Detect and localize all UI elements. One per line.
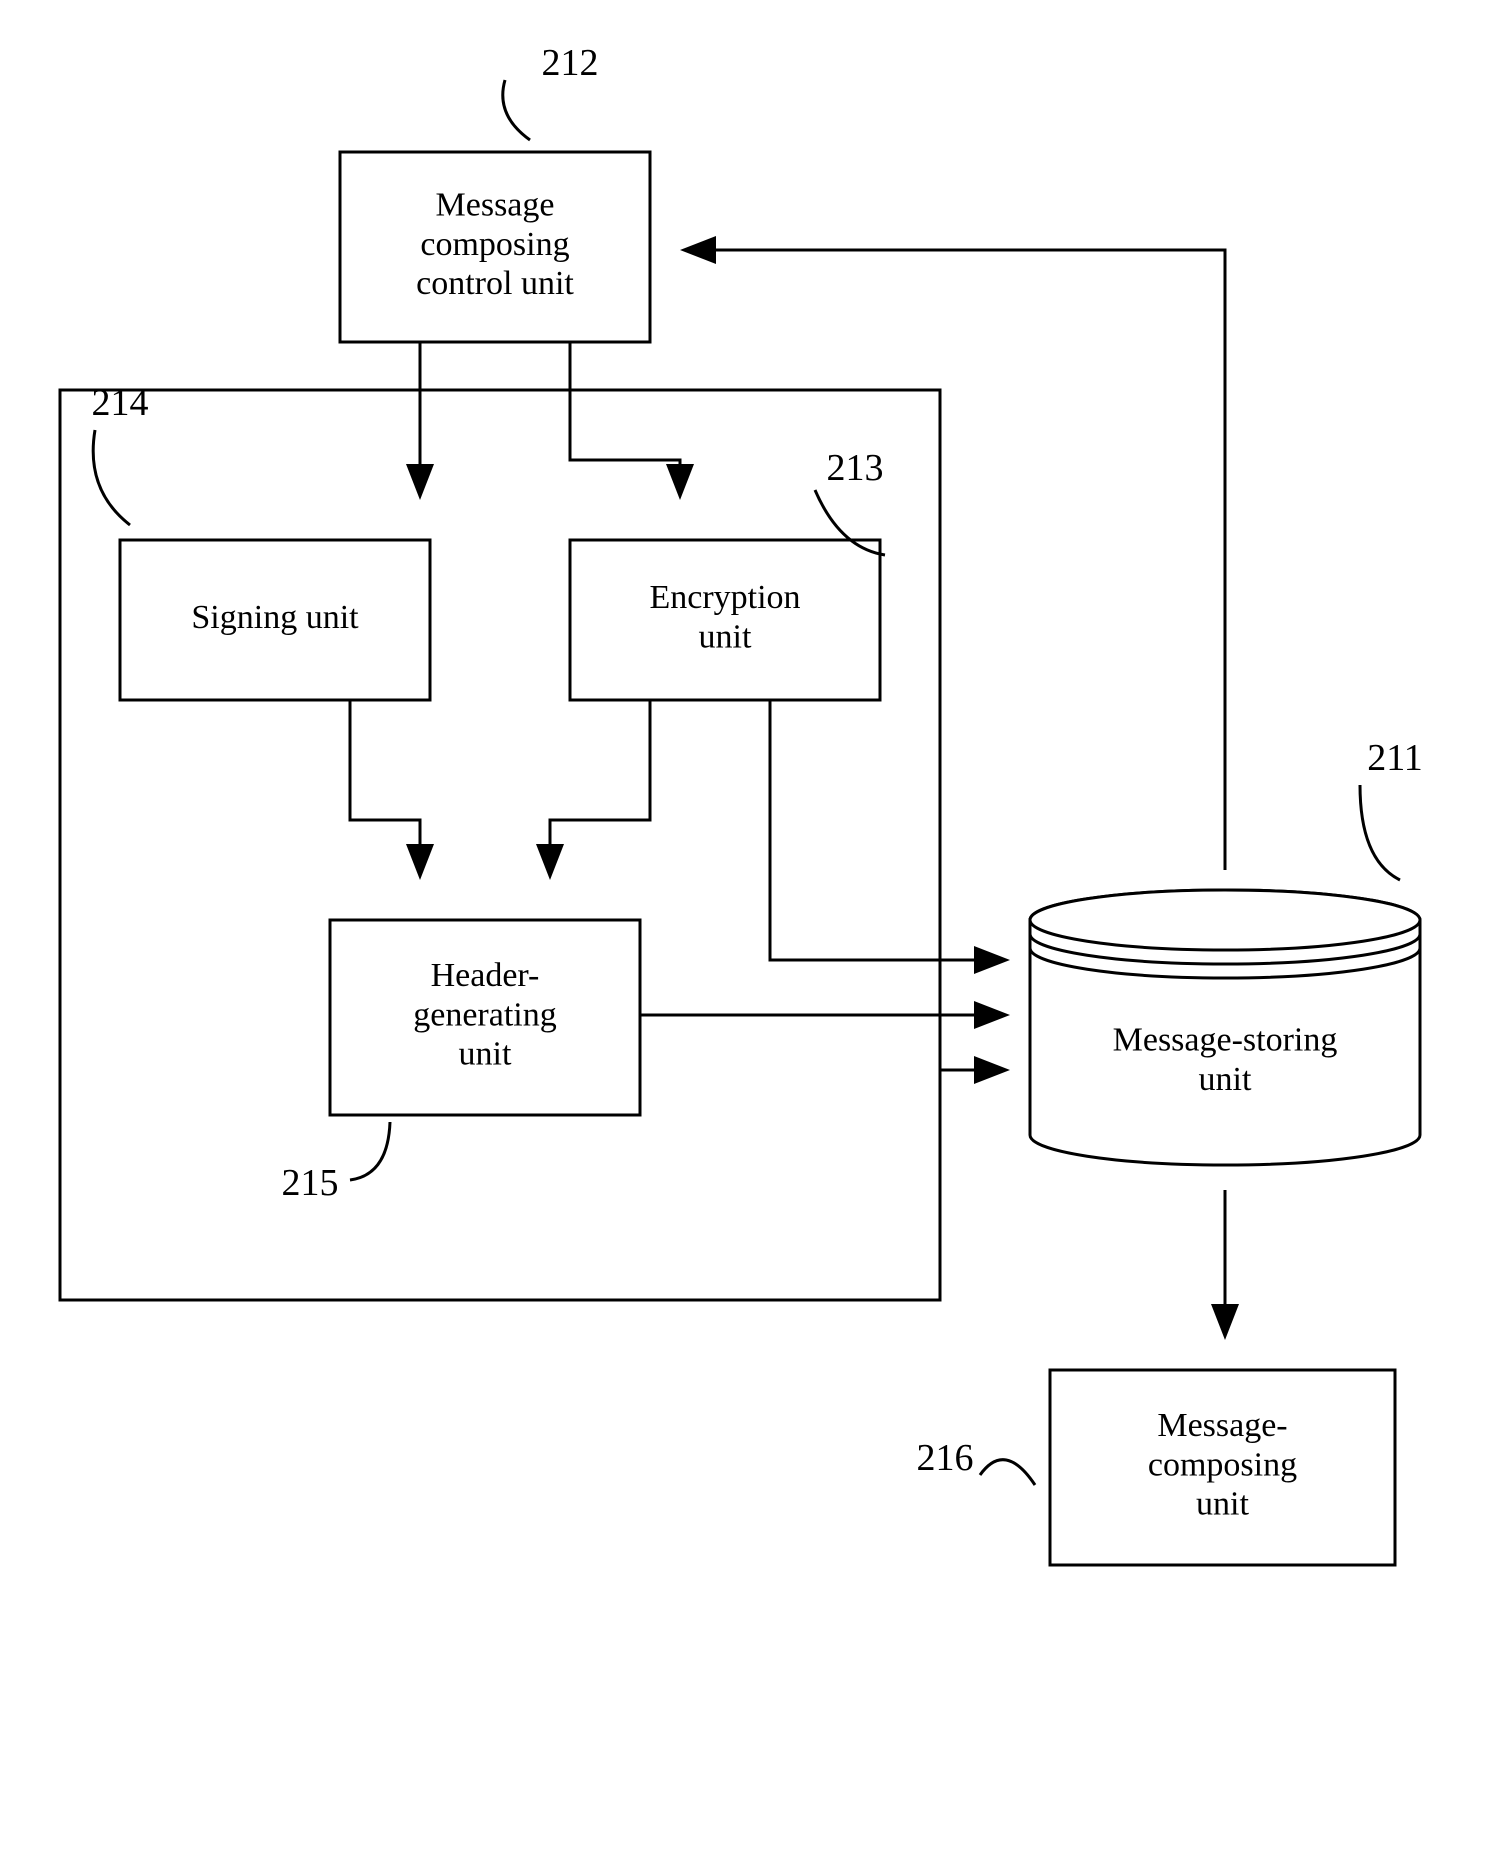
edge-4-arrow	[974, 946, 1010, 974]
edge-3-arrow	[536, 844, 564, 880]
node-n212-label: control unit	[416, 265, 574, 302]
ref-leader-r215	[350, 1122, 390, 1180]
node-n211-top	[1030, 890, 1420, 950]
node-n215-label: Header-	[431, 957, 540, 994]
node-n212-label: Message	[436, 187, 555, 224]
ref-leader-r212	[503, 80, 530, 140]
edge-3	[550, 700, 650, 858]
edge-2	[350, 700, 420, 858]
edge-8-arrow	[680, 236, 716, 264]
node-n213-label: unit	[699, 618, 752, 655]
edge-1	[570, 342, 680, 478]
ref-r215: 215	[282, 1162, 339, 1204]
ref-leader-r214	[93, 430, 130, 525]
ref-r216: 216	[917, 1437, 974, 1479]
node-n211-label: Message-storing	[1113, 1022, 1338, 1059]
node-n214-label: Signing unit	[191, 599, 359, 636]
ref-r212: 212	[542, 42, 599, 84]
edge-1-arrow	[666, 464, 694, 500]
node-n216-label: composing	[1148, 1446, 1297, 1483]
edge-0-arrow	[406, 464, 434, 500]
edge-5-arrow	[974, 1001, 1010, 1029]
node-n212-label: composing	[420, 226, 569, 263]
ref-r211: 211	[1367, 737, 1423, 779]
outer-container	[60, 390, 940, 1300]
edge-6-arrow	[974, 1056, 1010, 1084]
node-n215-label: unit	[459, 1035, 512, 1072]
edge-2-arrow	[406, 844, 434, 880]
node-n216-label: unit	[1196, 1485, 1249, 1522]
ref-leader-r216	[980, 1460, 1035, 1485]
ref-leader-r211	[1360, 785, 1400, 880]
node-n211-label: unit	[1199, 1061, 1252, 1098]
ref-r214: 214	[92, 382, 149, 424]
ref-r213: 213	[827, 447, 884, 489]
edge-7-arrow	[1211, 1304, 1239, 1340]
node-n213-label: Encryption	[649, 579, 800, 616]
edge-4	[770, 700, 988, 960]
node-n216-label: Message-	[1157, 1407, 1287, 1444]
node-n215-label: generating	[413, 996, 557, 1033]
